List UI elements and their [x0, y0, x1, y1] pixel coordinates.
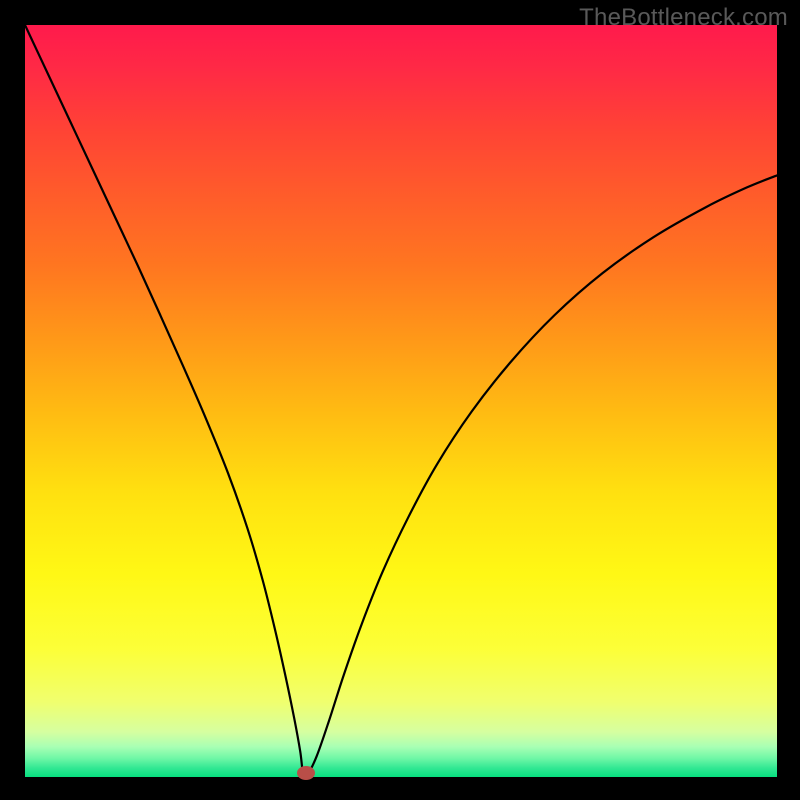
chart-stage: TheBottleneck.com — [0, 0, 800, 800]
min-point-marker — [297, 766, 315, 780]
plot-frame — [25, 25, 777, 777]
gradient-background — [25, 25, 777, 777]
plot-svg — [25, 25, 777, 777]
